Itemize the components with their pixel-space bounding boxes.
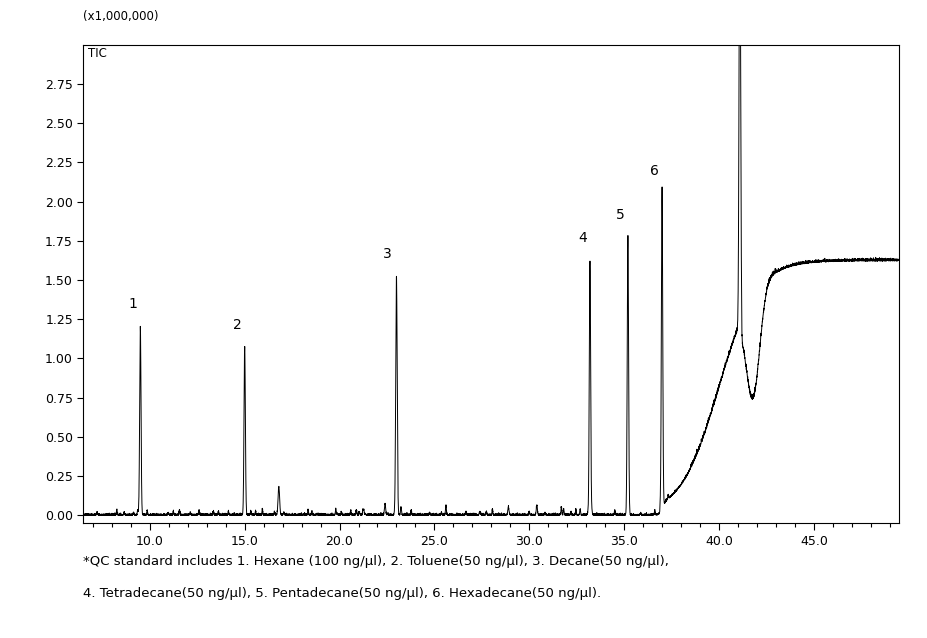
Text: (x1,000,000): (x1,000,000) [83, 10, 159, 23]
Text: 3: 3 [383, 247, 391, 261]
Text: 4. Tetradecane(50 ng/μl), 5. Pentadecane(50 ng/μl), 6. Hexadecane(50 ng/μl).: 4. Tetradecane(50 ng/μl), 5. Pentadecane… [83, 587, 602, 600]
Text: 2: 2 [233, 318, 241, 332]
Text: 6: 6 [650, 164, 659, 178]
Text: *QC standard includes 1. Hexane (100 ng/μl), 2. Toluene(50 ng/μl), 3. Decane(50 : *QC standard includes 1. Hexane (100 ng/… [83, 555, 669, 568]
Text: TIC: TIC [87, 47, 107, 60]
Text: 4: 4 [578, 232, 587, 246]
Text: 1: 1 [128, 297, 137, 311]
Text: 5: 5 [616, 208, 625, 222]
